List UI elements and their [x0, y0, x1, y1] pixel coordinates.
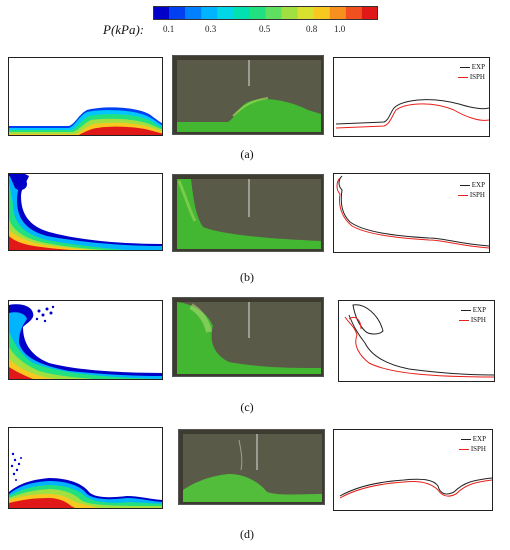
pressure-label: P(kPa): — [103, 22, 145, 37]
colorbar-swatch — [313, 6, 331, 20]
colorbar-swatch — [329, 6, 347, 20]
colorbar-tick: 0.5 — [259, 24, 271, 34]
profile-plot-b: EXP ISPH — [333, 173, 490, 253]
colorbar-swatch — [265, 6, 282, 20]
colorbar-swatch — [217, 6, 234, 20]
panel-label-a: (a) — [240, 147, 254, 161]
profile-plot-a: EXP ISPH — [333, 57, 490, 137]
colorbar-swatch — [281, 6, 298, 20]
profile-plot-c: EXP ISPH — [338, 300, 495, 382]
simulation-panel-d — [8, 427, 163, 509]
colorbar-tick: 0.1 — [163, 24, 175, 34]
colorbar-border — [153, 6, 378, 20]
colorbar-tick: 0.8 — [306, 24, 318, 34]
legend-exp: EXP — [460, 63, 485, 71]
colorbar-swatch — [169, 6, 186, 20]
legend-isph: ISPH — [458, 191, 485, 199]
colorbar-swatch — [249, 6, 266, 20]
profile-plot-d: EXP ISPH — [333, 429, 493, 511]
legend-exp: EXP — [461, 306, 486, 314]
experiment-photo-b — [172, 174, 324, 252]
legend-isph: ISPH — [458, 73, 485, 81]
colorbar-ticks: 0.1 0.3 0.5 0.8 1.0 — [153, 24, 378, 36]
experiment-photo-c — [172, 297, 324, 377]
panel-label-c: (c) — [240, 400, 254, 414]
panel-label-d: (d) — [240, 527, 254, 541]
legend-exp: EXP — [461, 435, 486, 443]
pressure-colorbar — [153, 6, 378, 20]
colorbar-swatch — [345, 6, 363, 20]
colorbar-swatch — [185, 6, 202, 20]
legend-isph: ISPH — [459, 445, 486, 453]
legend-exp: EXP — [460, 181, 485, 189]
colorbar-tick: 0.3 — [205, 24, 217, 34]
legend-isph: ISPH — [459, 316, 486, 324]
colorbar-swatch — [361, 6, 378, 20]
simulation-panel-c — [8, 300, 163, 380]
colorbar-swatch — [201, 6, 218, 20]
colorbar-tick: 1.0 — [334, 24, 346, 34]
experiment-photo-a — [172, 55, 324, 135]
colorbar-swatch — [233, 6, 250, 20]
simulation-panel-b — [8, 173, 163, 251]
simulation-panel-a — [8, 57, 163, 136]
colorbar-swatch — [297, 6, 315, 20]
colorbar-swatch — [153, 6, 170, 20]
experiment-photo-d — [178, 429, 325, 505]
panel-label-b: (b) — [240, 270, 254, 284]
